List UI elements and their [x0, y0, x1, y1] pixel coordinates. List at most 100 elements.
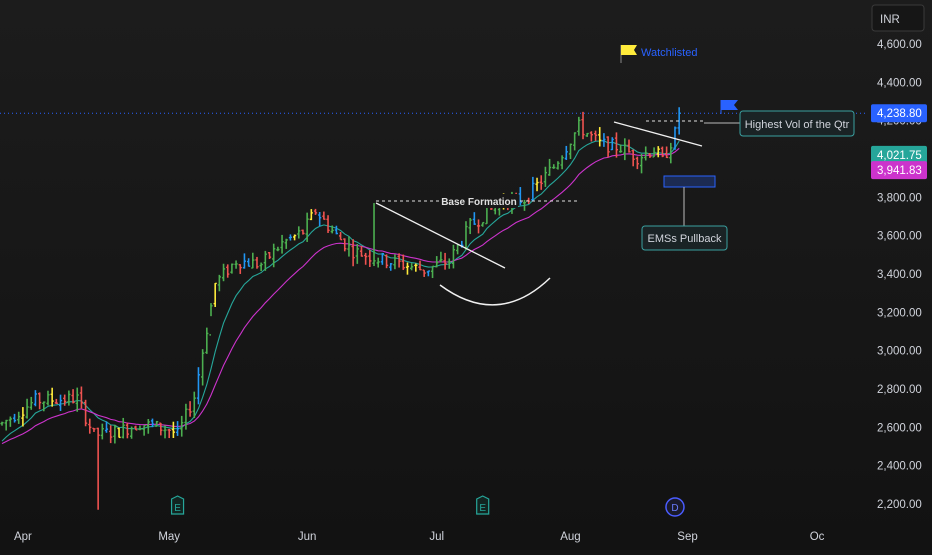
ohlc-bar — [201, 349, 205, 386]
price-label-text: 3,941.83 — [877, 165, 922, 177]
trend-line-base — [375, 202, 506, 269]
ohlc-bar — [347, 236, 351, 257]
ohlc-bar — [188, 401, 192, 417]
ohlc-bar — [631, 149, 635, 167]
ohlc-bar — [180, 415, 184, 437]
ohlc-bar — [96, 427, 100, 510]
ohlc-bar — [677, 107, 681, 135]
ohlc-bar — [443, 252, 447, 270]
ohlc-bar — [12, 413, 17, 423]
ohlc-bar — [29, 396, 33, 410]
ohlc-bar — [589, 131, 593, 142]
ohlc-bar — [71, 389, 75, 404]
ohlc-bar — [619, 144, 623, 153]
x-tick-label: Jul — [429, 531, 444, 543]
ohlc-bar — [104, 421, 109, 433]
ohlc-bar — [138, 425, 142, 431]
ohlc-bar — [142, 424, 146, 436]
ohlc-bar — [88, 418, 92, 434]
ohlc-bar — [259, 262, 263, 272]
ohlc-bar — [656, 146, 660, 158]
y-tick-label: 2,600.00 — [877, 422, 922, 434]
currency-label: INR — [880, 14, 900, 26]
highest-vol-label: Highest Vol of the Qtr — [745, 119, 850, 131]
ohlc-bar — [418, 260, 422, 271]
ohlc-bar — [276, 246, 280, 252]
event-marker: D — [665, 497, 685, 517]
ohlc-bar — [543, 166, 547, 187]
ohlc-bar — [196, 367, 201, 405]
ohlc-bar — [255, 256, 259, 269]
ohlc-bar — [560, 155, 564, 170]
ohlc-bar — [376, 257, 380, 268]
ohlc-bar — [468, 217, 472, 235]
ohlc-bar — [539, 175, 543, 190]
ohlc-bar — [364, 252, 368, 265]
ohlc-bar — [238, 264, 242, 274]
earnings-marker-icon — [170, 495, 185, 515]
ema-pullback-callout — [641, 225, 728, 251]
ohlc-bar — [338, 231, 343, 241]
ohlc-bar — [447, 258, 451, 269]
event-marker-label: E — [479, 503, 486, 514]
ohlc-bar — [531, 176, 535, 202]
ohlc-bar — [639, 153, 644, 174]
drawings-layer: Base Formation EMSs Pullback Highest Vol o… — [375, 45, 855, 306]
y-tick-label: 4,400.00 — [877, 77, 922, 89]
y-tick-label: 2,400.00 — [877, 461, 922, 473]
x-tick-label: Aug — [560, 531, 580, 543]
ohlc-bar — [426, 270, 430, 277]
ohlc-bar — [184, 403, 188, 430]
ohlc-bar — [159, 422, 163, 436]
ohlc-bar — [125, 422, 129, 439]
ohlc-bar — [598, 127, 602, 147]
ohlc-bar — [117, 427, 121, 439]
ohlc-bar — [581, 111, 585, 140]
ohlc-bar — [648, 153, 652, 158]
ohlc-bar — [585, 132, 589, 137]
ohlc-bar — [8, 416, 12, 427]
ohlc-bar — [430, 265, 435, 279]
ohlc-bar — [334, 225, 338, 235]
ohlc-bar — [627, 139, 631, 153]
watchlisted-flag-icon — [621, 45, 637, 55]
ohlc-bar — [355, 243, 359, 264]
ohlc-bar — [242, 253, 247, 269]
price-label-text: 4,238.80 — [877, 108, 922, 120]
price-label-badge — [871, 161, 927, 180]
cup-arc — [439, 277, 551, 306]
y-tick-label: 2,200.00 — [877, 499, 922, 511]
ohlc-bar — [556, 161, 560, 170]
ohlc-bar — [322, 211, 326, 220]
ohlc-bar — [343, 238, 347, 252]
ohlc-bar — [221, 263, 226, 282]
ohlc-bar — [167, 428, 171, 439]
ohlc-bar — [79, 386, 84, 409]
ohlc-bar — [384, 254, 389, 269]
blue-flag-icon — [721, 100, 738, 110]
ohlc-bar — [50, 387, 54, 407]
ohlc-bar — [234, 260, 238, 269]
ohlc-bar — [33, 390, 38, 407]
ohlc-bar — [660, 146, 665, 158]
ohlc-bar — [405, 262, 410, 275]
ohlc-bar — [75, 387, 79, 412]
ohlc-bar — [351, 239, 355, 267]
ohlc-bar — [481, 221, 485, 227]
ohlc-bar — [84, 399, 88, 427]
y-tick-label: 3,400.00 — [877, 269, 922, 281]
x-tick-label: May — [158, 531, 180, 543]
ohlc-bar — [38, 392, 42, 410]
event-marker: E — [170, 495, 185, 515]
ohlc-bar — [401, 254, 405, 270]
ohlc-bar — [564, 145, 568, 161]
ohlc-bar — [25, 398, 29, 419]
ohlc-bar — [247, 258, 251, 267]
currency-box — [871, 4, 925, 32]
ohlc-bar — [0, 421, 4, 426]
ohlc-bar — [113, 424, 117, 444]
y-tick-label: 3,800.00 — [877, 192, 922, 204]
ohlc-bar — [464, 221, 468, 250]
y-tick-label: 4,600.00 — [877, 39, 922, 51]
